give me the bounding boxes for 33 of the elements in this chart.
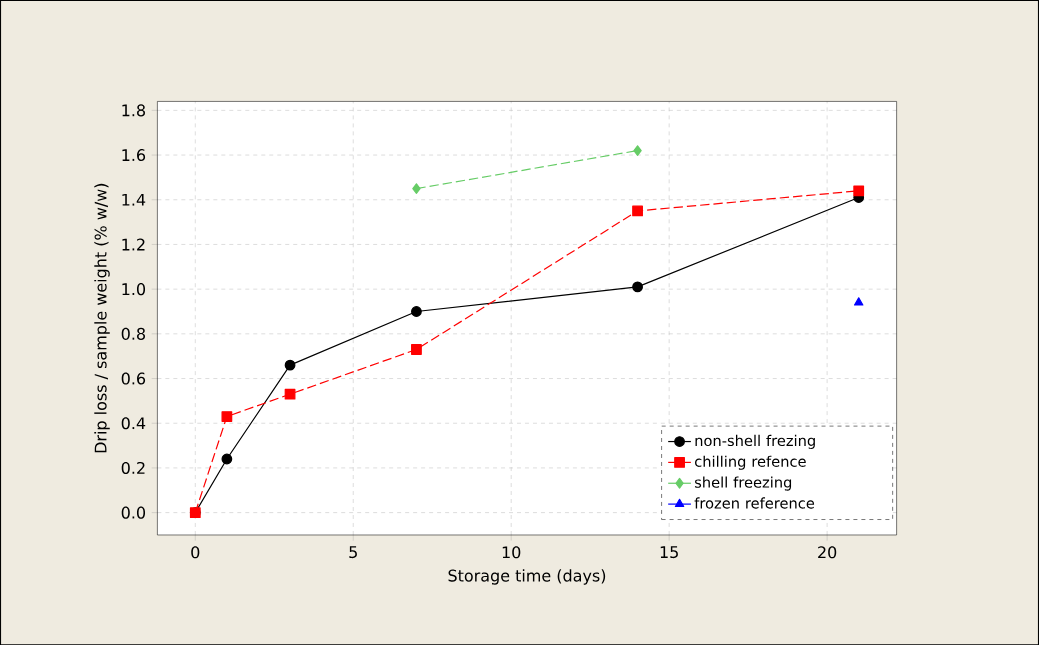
x-tick-label: 10 <box>502 546 521 559</box>
point <box>632 281 643 293</box>
x-tick-label: 20 <box>818 546 837 559</box>
point <box>853 296 864 306</box>
point <box>284 359 296 371</box>
y-tick-label: 1.4 <box>122 193 146 206</box>
point <box>221 453 233 465</box>
x-tick-label: 5 <box>349 546 357 558</box>
x-tick-label: 0 <box>191 546 200 559</box>
y-tick-label: 1.6 <box>122 148 146 161</box>
y-tick-label: 1.8 <box>122 104 145 117</box>
y-axis-title: Drip loss / sample weight (% w/w) <box>94 183 110 453</box>
point <box>853 185 865 197</box>
y-tick-label: 1.0 <box>122 282 146 296</box>
x-tick-label: 15 <box>660 546 678 558</box>
point <box>412 183 421 194</box>
point <box>411 305 422 317</box>
legend-label: frozen reference <box>694 497 815 509</box>
legend-label: non-shell frezing <box>695 434 815 449</box>
y-tick-label: 1.2 <box>122 238 145 251</box>
point <box>411 343 422 355</box>
point <box>632 205 643 217</box>
legend-label: shell freezing <box>694 476 792 491</box>
x-axis-title: Storage time (days) <box>448 569 606 585</box>
y-tick-label: 0.0 <box>121 506 146 519</box>
y-tick-label: 0.4 <box>121 417 146 430</box>
point <box>284 388 296 400</box>
y-tick-label: 0.2 <box>121 461 145 474</box>
y-tick-label: 0.6 <box>121 372 146 385</box>
legend-label: chilling refence <box>695 455 806 470</box>
y-tick-label: 0.8 <box>121 327 145 340</box>
point <box>633 145 642 156</box>
point <box>221 410 233 422</box>
